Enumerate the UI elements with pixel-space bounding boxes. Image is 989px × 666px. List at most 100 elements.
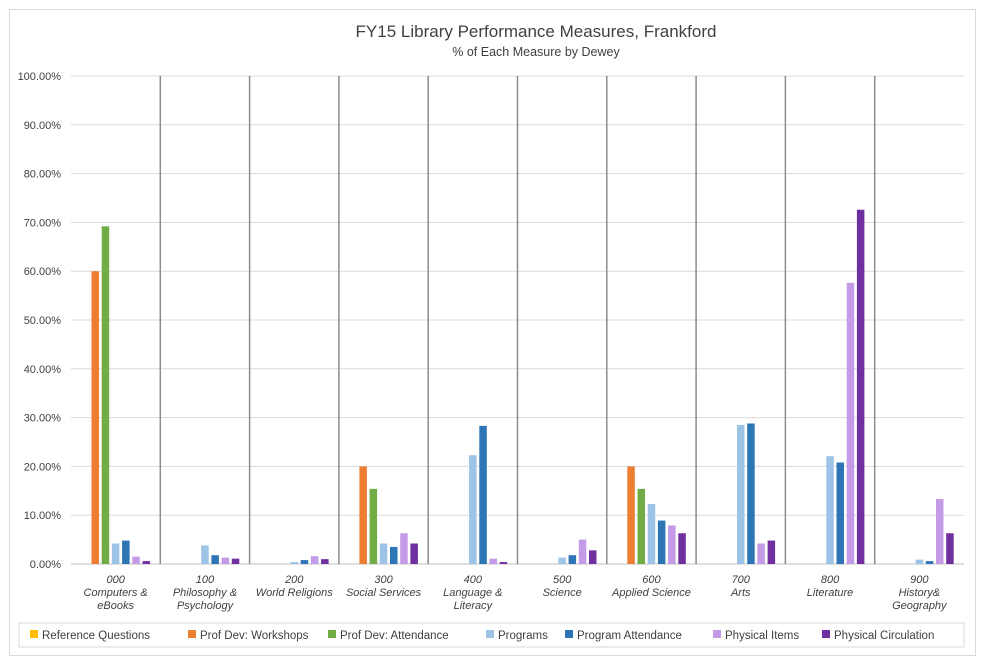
y-tick-label: 100.00% — [18, 71, 62, 83]
legend-swatch — [188, 630, 196, 638]
bar — [589, 550, 597, 564]
bar — [211, 555, 219, 564]
bar — [915, 559, 924, 564]
legend-label: Program Attendance — [577, 630, 682, 642]
legend-label: Physical Items — [725, 630, 799, 642]
bar — [379, 543, 388, 564]
bar — [678, 533, 686, 564]
bar — [479, 425, 487, 564]
legend-label: Prof Dev: Attendance — [340, 630, 449, 642]
x-tick-label: Language & — [443, 587, 502, 599]
x-tick-label: 500 — [553, 574, 572, 586]
bar — [369, 488, 378, 564]
x-tick-label: Philosophy & — [173, 587, 237, 599]
x-tick-label: Science — [543, 587, 582, 599]
legend-label: Reference Questions — [42, 630, 150, 642]
bar — [946, 533, 954, 564]
y-tick-label: 60.00% — [24, 266, 62, 278]
y-tick-label: 50.00% — [24, 315, 62, 327]
y-tick-label: 80.00% — [24, 169, 62, 181]
x-tick-label: 100 — [196, 574, 215, 586]
bar — [558, 557, 566, 564]
bar — [925, 561, 934, 564]
x-tick-label: Applied Science — [611, 587, 691, 599]
legend-label: Programs — [498, 630, 548, 642]
legend-swatch — [486, 630, 494, 638]
bar — [668, 525, 676, 564]
bar — [489, 558, 497, 564]
bar — [627, 466, 635, 564]
x-tick-label: Arts — [730, 587, 751, 599]
bar — [400, 533, 408, 564]
y-tick-label: 10.00% — [24, 510, 62, 522]
y-tick-label: 0.00% — [30, 559, 61, 571]
y-tick-label: 40.00% — [24, 364, 62, 376]
x-tick-label: Literature — [807, 587, 853, 599]
x-tick-label: 400 — [464, 574, 483, 586]
bar — [221, 557, 230, 564]
bar — [101, 226, 110, 564]
y-tick-label: 20.00% — [24, 461, 62, 473]
x-tick-label: Psychology — [177, 600, 235, 612]
bar — [568, 555, 577, 564]
bar — [201, 545, 209, 564]
bar — [310, 556, 319, 564]
bar — [499, 562, 508, 564]
bar — [826, 456, 834, 564]
chart-title: FY15 Library Performance Measures, Frank… — [356, 22, 717, 41]
y-tick-label: 90.00% — [24, 120, 62, 132]
x-tick-label: Social Services — [346, 587, 422, 599]
chart-subtitle: % of Each Measure by Dewey — [452, 45, 620, 59]
y-tick-label: 30.00% — [24, 413, 62, 425]
bars — [91, 209, 954, 564]
bar — [111, 543, 120, 564]
x-tick-label: History& — [899, 587, 941, 599]
x-tick-label: 000 — [106, 574, 125, 586]
legend-swatch — [328, 630, 336, 638]
bar — [469, 455, 477, 564]
legend-swatch — [565, 630, 573, 638]
x-tick-label: 800 — [821, 574, 840, 586]
bar — [290, 562, 298, 564]
x-tick-label: 300 — [374, 574, 393, 586]
x-tick-label: 900 — [910, 574, 929, 586]
bar — [836, 462, 844, 564]
bar — [767, 540, 776, 564]
x-tick-label: 200 — [284, 574, 304, 586]
chart-frame — [9, 9, 976, 656]
bar — [578, 539, 587, 564]
legend-label: Prof Dev: Workshops — [200, 630, 309, 642]
x-tick-label: 600 — [642, 574, 661, 586]
legend-box — [18, 622, 965, 648]
bar — [410, 543, 418, 564]
legend-swatch — [30, 630, 38, 638]
bar — [91, 271, 99, 564]
x-tick-label: Literacy — [454, 600, 494, 612]
bar — [231, 558, 240, 564]
bar — [637, 488, 645, 564]
bar — [142, 561, 150, 564]
legend-swatch — [713, 630, 721, 638]
bar — [657, 520, 666, 564]
legend-label: Physical Circulation — [834, 630, 934, 642]
bar — [132, 556, 140, 564]
bar — [846, 282, 855, 564]
bar — [359, 466, 367, 564]
bar — [936, 499, 944, 564]
x-tick-label: World Religions — [256, 587, 334, 599]
x-tick-label: eBooks — [97, 600, 134, 612]
category-separators — [159, 76, 876, 564]
bar — [856, 209, 865, 564]
bar — [390, 546, 398, 564]
y-tick-label: 70.00% — [24, 217, 62, 229]
bar — [747, 423, 755, 564]
x-tick-label: Computers & — [84, 587, 148, 599]
bar — [737, 424, 745, 564]
legend: Reference Questions Prof Dev: Workshops Pr… — [30, 630, 934, 642]
x-tick-label: 700 — [732, 574, 751, 586]
legend-swatch — [822, 630, 830, 638]
bar — [757, 543, 765, 564]
bar — [122, 540, 130, 564]
